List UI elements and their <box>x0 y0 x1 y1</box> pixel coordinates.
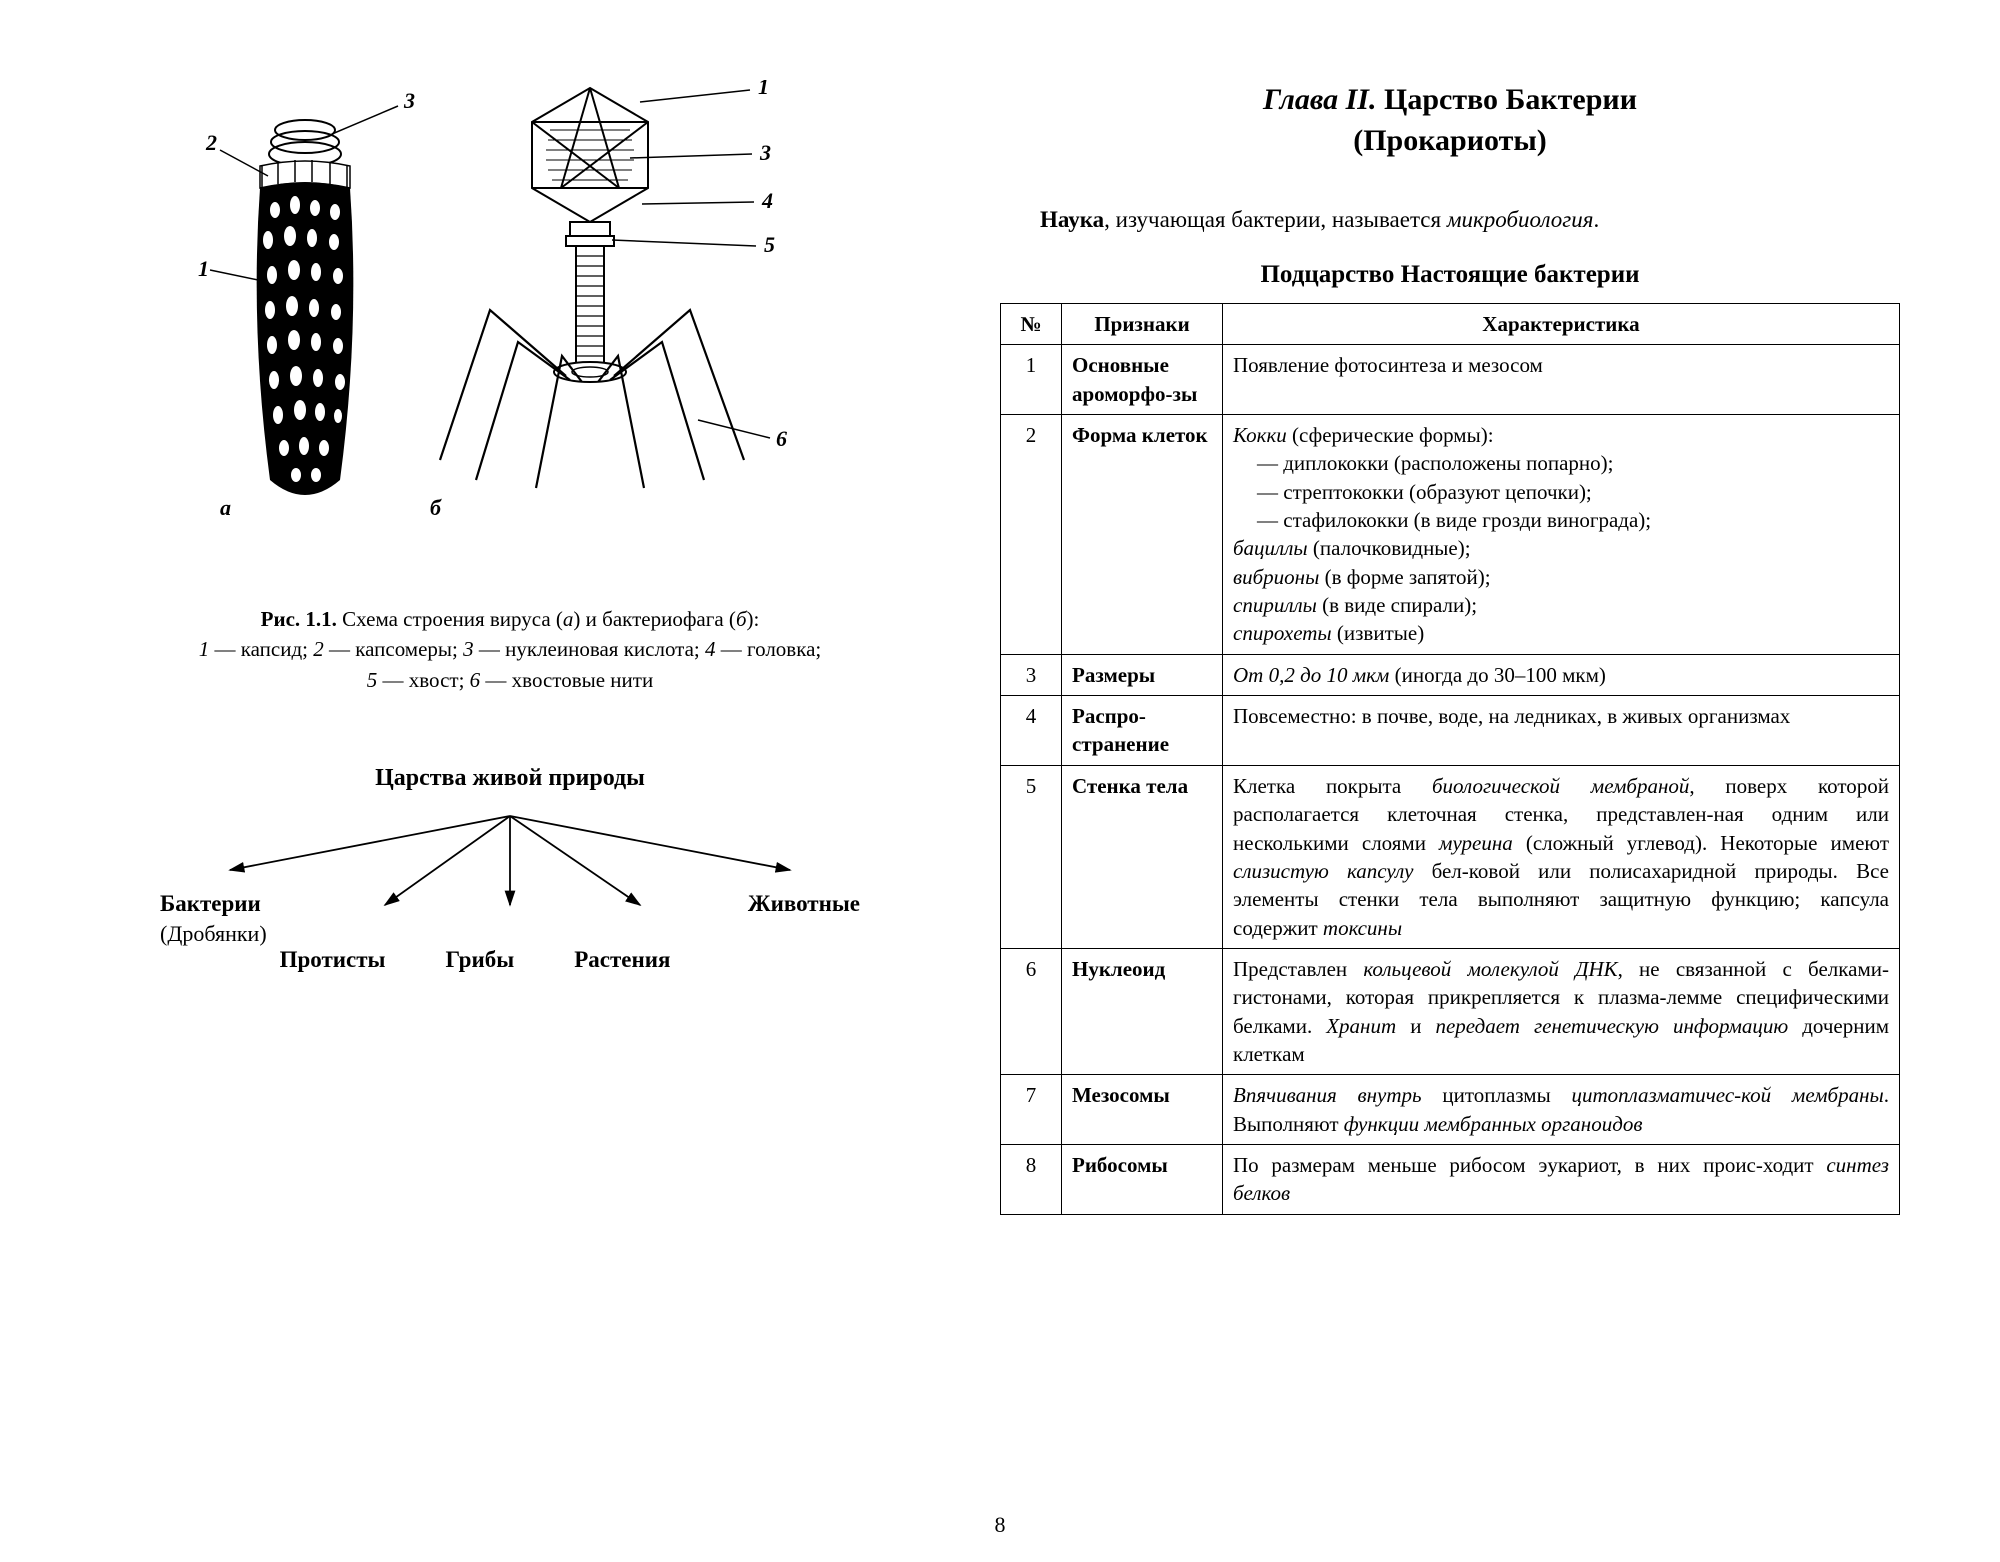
cell-feature: Стенка тела <box>1062 765 1223 948</box>
chapter-title-rest: Царство Бактерии <box>1376 83 1637 116</box>
figure-caption-bold: Рис. 1.1. <box>261 607 337 631</box>
figure-caption-a: а <box>563 607 574 631</box>
virus-diagram-svg: 1 2 3 а <box>150 80 870 580</box>
table-row: 8РибосомыПо размерам меньше рибосом эука… <box>1001 1144 1900 1214</box>
figure-letter-b: б <box>430 495 442 520</box>
intro-rest1: , изучающая бактерии, называется <box>1104 207 1447 232</box>
table-row: 7МезосомыВпячивания внутрь цитоплазмы ци… <box>1001 1075 1900 1145</box>
cell-feature: Рибосомы <box>1062 1144 1223 1214</box>
cell-feature: Основные ароморфо-зы <box>1062 345 1223 415</box>
figure-caption: Рис. 1.1. Схема строения вируса (а) и ба… <box>199 604 822 695</box>
cell-characteristic: Клетка покрыта биологической мембраной, … <box>1223 765 1900 948</box>
legend-l3: — нуклеиновая кислота; <box>474 637 705 661</box>
table-header-row: № Признаки Характеристика <box>1001 304 1900 345</box>
kingdom-fungi: Грибы <box>446 947 515 973</box>
cell-characteristic: Появление фотосинтеза и мезосом <box>1223 345 1900 415</box>
cell-num: 2 <box>1001 415 1062 655</box>
label-6: 6 <box>776 426 787 451</box>
kingdoms-title: Царства живой природы <box>150 765 870 792</box>
th-char: Характеристика <box>1223 304 1900 345</box>
legend-l1: — капсид; <box>209 637 313 661</box>
kingdom-animals: Животные <box>748 891 860 916</box>
figure-caption-rest: Схема строения вируса ( <box>337 607 563 631</box>
cell-feature: Распро-странение <box>1062 696 1223 766</box>
intro-bold: Наука <box>1040 207 1104 232</box>
chapter-number: Глава II. <box>1263 83 1376 116</box>
cell-num: 4 <box>1001 696 1062 766</box>
cell-characteristic: Кокки (сферические формы):— диплококки (… <box>1223 415 1900 655</box>
cell-num: 7 <box>1001 1075 1062 1145</box>
cell-num: 1 <box>1001 345 1062 415</box>
intro-rest2: . <box>1593 207 1599 232</box>
figure-letter-a: а <box>220 495 231 520</box>
intro-italic: микробиология <box>1447 207 1594 232</box>
label-3b: 3 <box>759 140 771 165</box>
kingdom-protists: Протисты <box>280 947 386 973</box>
cell-characteristic: Впячивания внутрь цитоплазмы цитоплазмат… <box>1223 1075 1900 1145</box>
figure-caption-mid2: ): <box>747 607 760 631</box>
label-2a: 2 <box>205 130 217 155</box>
label-1a: 1 <box>198 256 209 281</box>
table-body: 1Основные ароморфо-зыПоявление фотосинте… <box>1001 345 1900 1214</box>
chapter-title-line2: (Прокариоты) <box>1353 124 1547 157</box>
label-1b: 1 <box>758 80 769 99</box>
table-row: 6НуклеоидПредставлен кольцевой молекулой… <box>1001 948 1900 1074</box>
th-feature: Признаки <box>1062 304 1223 345</box>
th-num: № <box>1001 304 1062 345</box>
figure-caption-mid1: ) и бактериофага ( <box>573 607 736 631</box>
label-3a: 3 <box>403 88 415 113</box>
cell-feature: Форма клеток <box>1062 415 1223 655</box>
kingdom-bacteria: Бактерии <box>160 891 261 916</box>
cell-num: 3 <box>1001 654 1062 695</box>
cell-characteristic: По размерам меньше рибосом эукариот, в н… <box>1223 1144 1900 1214</box>
cell-num: 6 <box>1001 948 1062 1074</box>
table-row: 5Стенка телаКлетка покрыта биологической… <box>1001 765 1900 948</box>
table-row: 1Основные ароморфо-зыПоявление фотосинте… <box>1001 345 1900 415</box>
cell-feature: Размеры <box>1062 654 1223 695</box>
subkingdom-title: Подцарство Настоящие бактерии <box>1000 261 1900 289</box>
cell-characteristic: От 0,2 до 10 мкм (иногда до 30–100 мкм) <box>1223 654 1900 695</box>
legend-l5: — хвост; <box>377 668 469 692</box>
cell-num: 8 <box>1001 1144 1062 1214</box>
left-column: 1 2 3 а <box>100 80 920 1522</box>
kingdom-plants: Растения <box>574 947 670 973</box>
bacteria-table: № Признаки Характеристика 1Основные аром… <box>1000 303 1900 1215</box>
table-row: 2Форма клетокКокки (сферические формы):—… <box>1001 415 1900 655</box>
cell-feature: Мезосомы <box>1062 1075 1223 1145</box>
right-column: Глава II. Царство Бактерии (Прокариоты) … <box>1000 80 1900 1522</box>
intro-line: Наука, изучающая бактерии, называется ми… <box>1000 207 1900 233</box>
page-number: 8 <box>0 1512 2000 1538</box>
legend-l4: — головка; <box>716 637 822 661</box>
page: 1 2 3 а <box>0 0 2000 1562</box>
chapter-title: Глава II. Царство Бактерии (Прокариоты) <box>1000 80 1900 161</box>
label-4: 4 <box>761 188 773 213</box>
cell-feature: Нуклеоид <box>1062 948 1223 1074</box>
table-row: 4Распро-странениеПовсеместно: в почве, в… <box>1001 696 1900 766</box>
kingdom-bacteria-sub: (Дробянки) <box>160 921 270 947</box>
legend-l6: — хвостовые нити <box>480 668 653 692</box>
cell-characteristic: Повсеместно: в почве, воде, на ледниках,… <box>1223 696 1900 766</box>
legend-l2: — капсомеры; <box>324 637 463 661</box>
cell-characteristic: Представлен кольцевой молекулой ДНК, не … <box>1223 948 1900 1074</box>
figure-virus-bacteriophage: 1 2 3 а <box>150 80 870 580</box>
label-5: 5 <box>764 232 775 257</box>
table-row: 3РазмерыОт 0,2 до 10 мкм (иногда до 30–1… <box>1001 654 1900 695</box>
figure-caption-b: б <box>736 607 747 631</box>
cell-num: 5 <box>1001 765 1062 948</box>
kingdoms-diagram: Царства живой природы <box>150 765 870 973</box>
